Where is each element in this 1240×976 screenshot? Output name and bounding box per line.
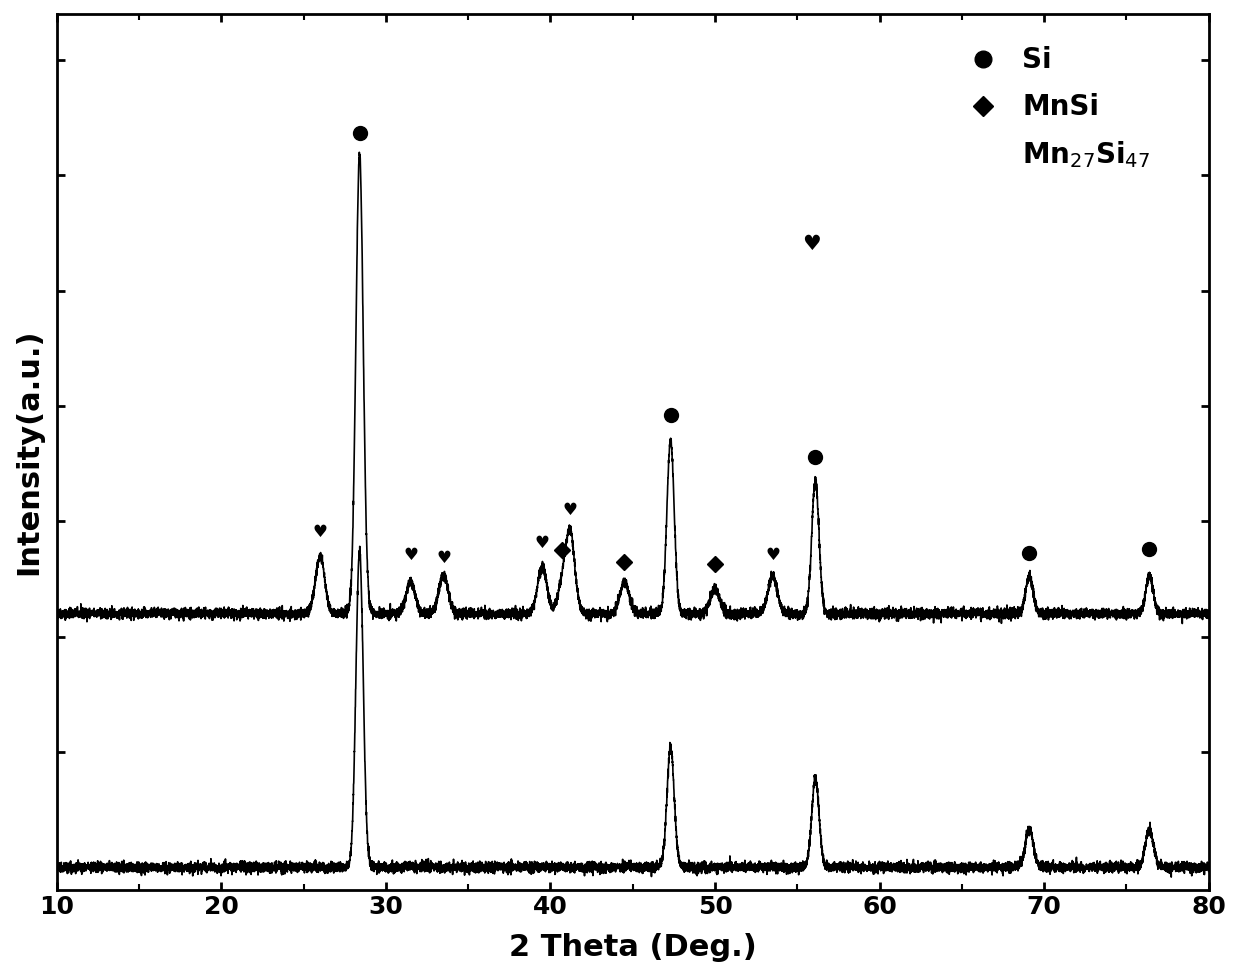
- Text: ♥: ♥: [802, 233, 821, 254]
- Text: ♥: ♥: [563, 501, 578, 518]
- Text: ♥: ♥: [765, 546, 780, 564]
- Text: ♥: ♥: [534, 534, 549, 551]
- X-axis label: 2 Theta (Deg.): 2 Theta (Deg.): [508, 933, 756, 962]
- Y-axis label: Intensity(a.u.): Intensity(a.u.): [14, 329, 43, 576]
- Text: ♥: ♥: [312, 523, 327, 542]
- Text: ♥: ♥: [403, 546, 418, 563]
- Text: ♥: ♥: [436, 549, 451, 567]
- Legend: Si, MnSi, Mn$_{27}$Si$_{47}$: Si, MnSi, Mn$_{27}$Si$_{47}$: [946, 36, 1161, 181]
